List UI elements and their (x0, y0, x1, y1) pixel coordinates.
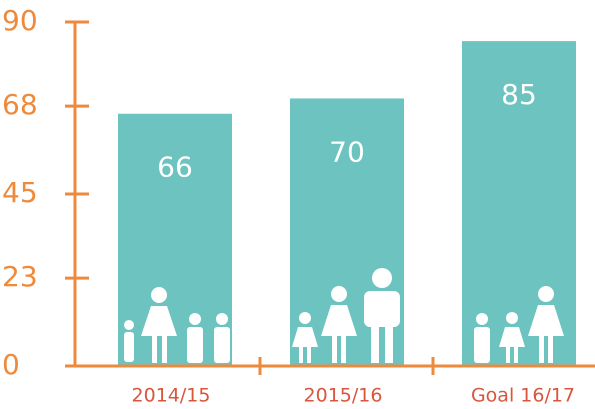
person-icon (292, 312, 318, 363)
value-label: 70 (329, 135, 365, 168)
person-icon (528, 286, 564, 363)
y-tick-label: 68 (2, 88, 38, 121)
y-tick-label: 45 (2, 176, 38, 209)
person-icon (187, 313, 203, 363)
x-tick-label: Goal 16/17 (471, 385, 575, 407)
people-icons (124, 268, 564, 363)
person-icon (321, 286, 357, 363)
bar (118, 113, 232, 366)
person-icon (214, 313, 230, 363)
person-icon (141, 287, 177, 363)
x-tick-label: 2014/15 (132, 385, 211, 407)
value-label: 66 (157, 151, 193, 184)
y-tick-label: 23 (2, 260, 38, 293)
person-icon (474, 313, 490, 363)
person-icon (364, 268, 400, 363)
y-tick-label: 90 (2, 4, 38, 37)
y-tick-label: 0 (2, 348, 20, 381)
x-tick-label: 2015/16 (304, 385, 383, 407)
value-label: 85 (501, 78, 537, 111)
person-icon (499, 312, 525, 363)
bar (462, 41, 576, 366)
person-icon (124, 320, 134, 362)
